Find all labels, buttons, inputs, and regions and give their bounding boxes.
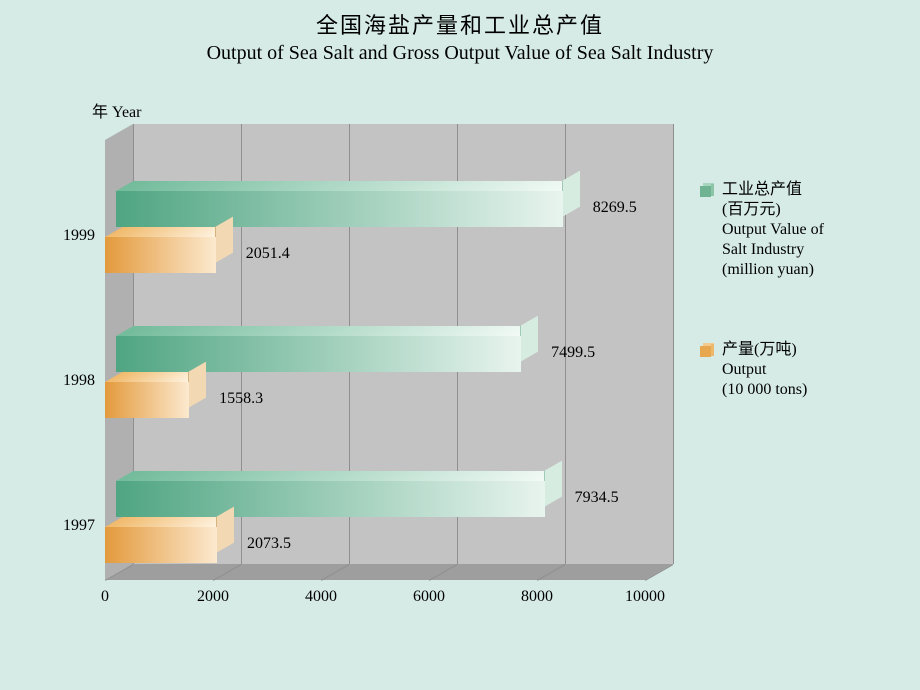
chart-legend: 工业总产值 (百万元) Output Value of Salt Industr…	[700, 180, 910, 460]
y-tick-label: 1998	[55, 372, 95, 390]
legend-text-output-value: 工业总产值 (百万元) Output Value of Salt Industr…	[722, 180, 824, 280]
y-tick-label: 1997	[55, 517, 95, 535]
bar-output_value-1998	[116, 336, 521, 372]
chart-title-block: 全国海盐产量和工业总产值 Output of Sea Salt and Gros…	[0, 0, 920, 65]
x-tick-label: 2000	[197, 588, 229, 606]
x-tick-label: 4000	[305, 588, 337, 606]
bar-output-1999	[105, 237, 216, 273]
bar-output-1998	[105, 382, 189, 418]
chart-title-cn: 全国海盐产量和工业总产值	[0, 8, 920, 40]
legend-swatch-orange	[700, 343, 714, 357]
bar-value-label: 2051.4	[246, 245, 290, 263]
y-tick-label: 1999	[55, 227, 95, 245]
legend-text-output: 产量(万吨) Output (10 000 tons)	[722, 340, 807, 400]
legend-swatch-green	[700, 183, 714, 197]
x-tick-label: 6000	[413, 588, 445, 606]
plot-floor	[105, 564, 701, 596]
bar-value-label: 2073.5	[247, 535, 291, 553]
bar-value-label: 7499.5	[551, 344, 595, 362]
x-tick-label: 8000	[521, 588, 553, 606]
bar-output-1997	[105, 527, 217, 563]
y-axis-label: 年 Year	[92, 98, 142, 122]
bar-output_value-1997	[116, 481, 544, 517]
x-tick-label: 0	[101, 588, 109, 606]
bar-value-label: 8269.5	[593, 199, 637, 217]
gridline	[673, 124, 674, 564]
legend-item-output: 产量(万吨) Output (10 000 tons)	[700, 340, 910, 400]
bar-value-label: 7934.5	[575, 489, 619, 507]
bar-value-label: 1558.3	[219, 390, 263, 408]
x-tick-label: 10000	[625, 588, 665, 606]
chart-plot: 0 2000 4000 6000 8000 10000 1999 8269.5 2051.4 19…	[45, 120, 685, 620]
chart-title-en: Output of Sea Salt and Gross Output Valu…	[0, 42, 920, 65]
legend-item-output-value: 工业总产值 (百万元) Output Value of Salt Industr…	[700, 180, 910, 280]
bar-output_value-1999	[116, 191, 563, 227]
